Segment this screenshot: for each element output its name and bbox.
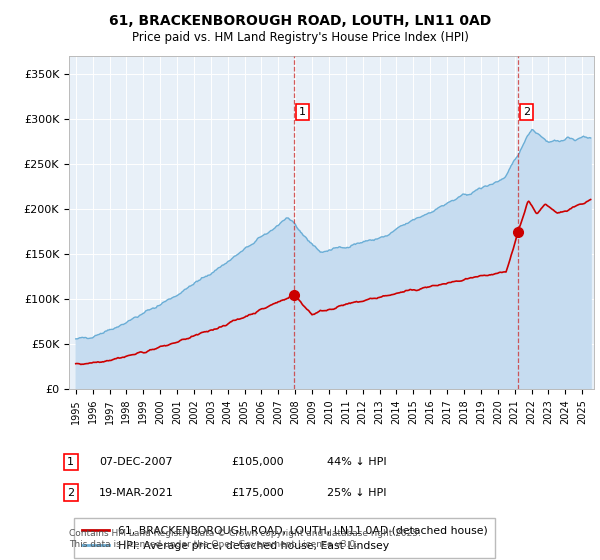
- Text: 25% ↓ HPI: 25% ↓ HPI: [327, 488, 386, 498]
- Legend: 61, BRACKENBOROUGH ROAD, LOUTH, LN11 0AD (detached house), HPI: Average price, d: 61, BRACKENBOROUGH ROAD, LOUTH, LN11 0AD…: [74, 518, 495, 558]
- Text: £175,000: £175,000: [231, 488, 284, 498]
- Text: 2: 2: [67, 488, 74, 498]
- Text: Price paid vs. HM Land Registry's House Price Index (HPI): Price paid vs. HM Land Registry's House …: [131, 31, 469, 44]
- Text: Contains HM Land Registry data © Crown copyright and database right 2025.
This d: Contains HM Land Registry data © Crown c…: [69, 529, 421, 549]
- Text: 44% ↓ HPI: 44% ↓ HPI: [327, 457, 386, 467]
- Text: £105,000: £105,000: [231, 457, 284, 467]
- Text: 07-DEC-2007: 07-DEC-2007: [99, 457, 173, 467]
- Text: 2: 2: [523, 107, 530, 117]
- Text: 1: 1: [67, 457, 74, 467]
- Text: 61, BRACKENBOROUGH ROAD, LOUTH, LN11 0AD: 61, BRACKENBOROUGH ROAD, LOUTH, LN11 0AD: [109, 14, 491, 28]
- Text: 19-MAR-2021: 19-MAR-2021: [99, 488, 174, 498]
- Text: 1: 1: [299, 107, 306, 117]
